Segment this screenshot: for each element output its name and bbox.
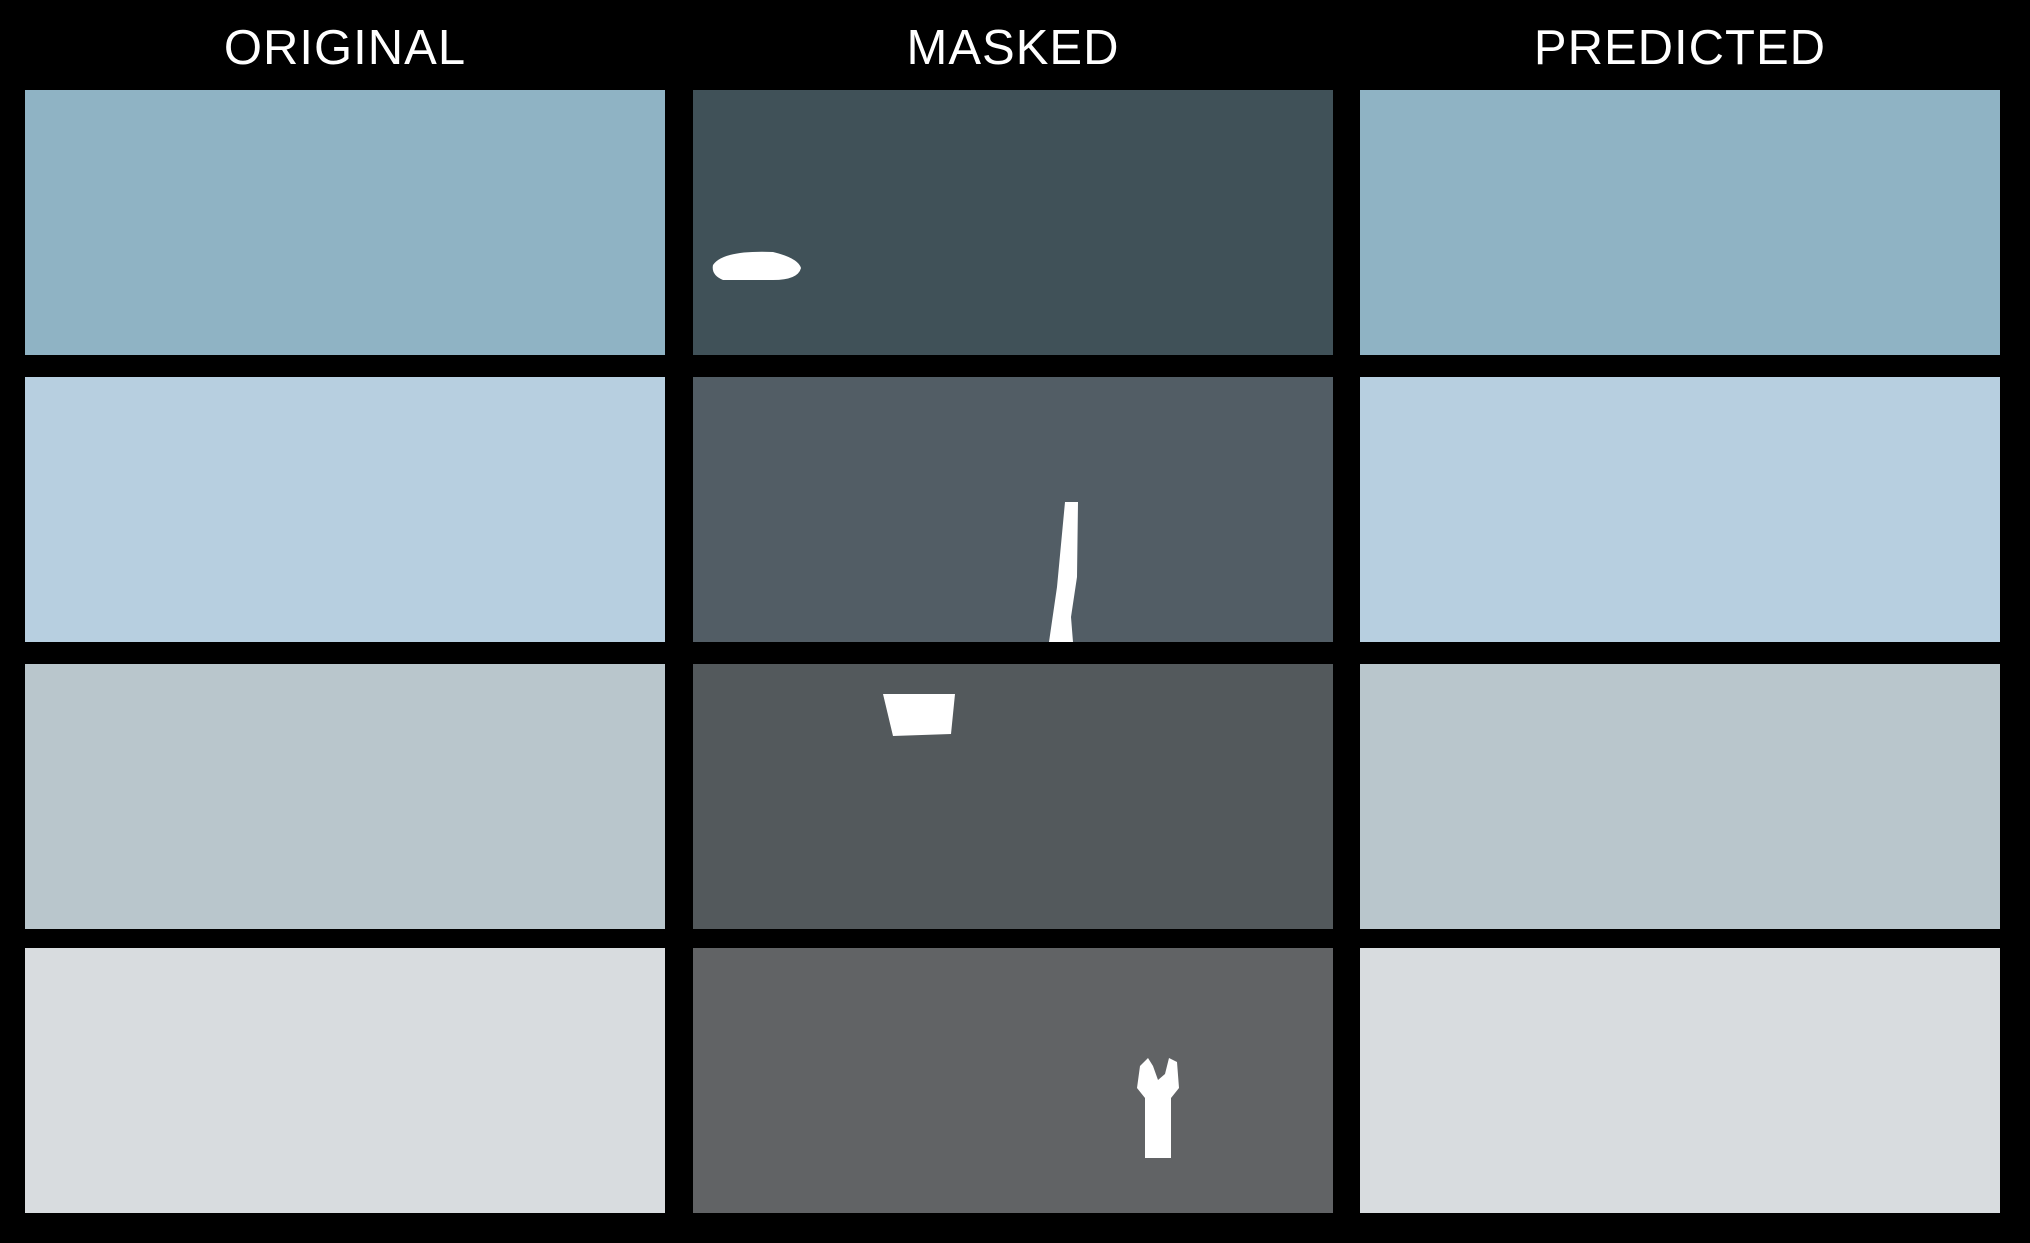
mask-dim-overlay: [693, 90, 1333, 355]
image-tile-original-street-cafe: [25, 90, 665, 355]
mask-dim-overlay: [693, 377, 1333, 642]
image-tile-masked-storefront-street: INSTANT CREDIT AVAILABLE OIL SERVICE $23…: [693, 664, 1333, 929]
mask-region: [883, 694, 955, 736]
column-header-original: ORIGINAL: [223, 21, 467, 75]
image-tile-predicted-seaside-pier: [1360, 948, 2000, 1213]
scene-marina-walk: PED: [693, 377, 1333, 642]
scene-street-cafe: [25, 90, 665, 355]
column-header-masked: MASKED: [906, 21, 1120, 75]
image-tile-original-marina-walk: PED: [25, 377, 665, 642]
image-tile-predicted-storefront-street: INSTANT CREDIT AVAILABLE OIL SERVICE $23…: [1360, 664, 2000, 929]
scene-marina-walk: PED: [25, 377, 665, 642]
column-header-predicted: PREDICTED: [1533, 21, 1827, 75]
scene-storefront-street: INSTANT CREDIT AVAILABLE OIL SERVICE $23…: [1360, 664, 2000, 929]
image-tile-masked-marina-walk: PED: [693, 377, 1333, 642]
scene-seaside-pier: [1360, 948, 2000, 1213]
image-tile-predicted-street-cafe: [1360, 90, 2000, 355]
mask-region: [712, 251, 801, 280]
image-tile-masked-seaside-pier: [693, 948, 1333, 1213]
scene-street-cafe: [1360, 90, 2000, 355]
mask-region: [1049, 502, 1078, 642]
image-tile-original-storefront-street: INSTANT CREDIT AVAILABLE OIL SERVICE $23…: [25, 664, 665, 929]
scene-seaside-pier: [25, 948, 665, 1213]
mask-region: [1137, 1058, 1179, 1158]
scene-seaside-pier: [693, 948, 1333, 1213]
scene-storefront-street: INSTANT CREDIT AVAILABLE OIL SERVICE $23…: [693, 664, 1333, 929]
scene-marina-walk: PED: [1360, 377, 2000, 642]
image-tile-predicted-marina-walk: PED: [1360, 377, 2000, 642]
scene-storefront-street: INSTANT CREDIT AVAILABLE OIL SERVICE $23…: [25, 664, 665, 929]
mask-dim-overlay: [693, 664, 1333, 929]
mask-dim-overlay: [693, 948, 1333, 1213]
image-tile-masked-street-cafe: [693, 90, 1333, 355]
image-tile-original-seaside-pier: [25, 948, 665, 1213]
scene-street-cafe: [693, 90, 1333, 355]
